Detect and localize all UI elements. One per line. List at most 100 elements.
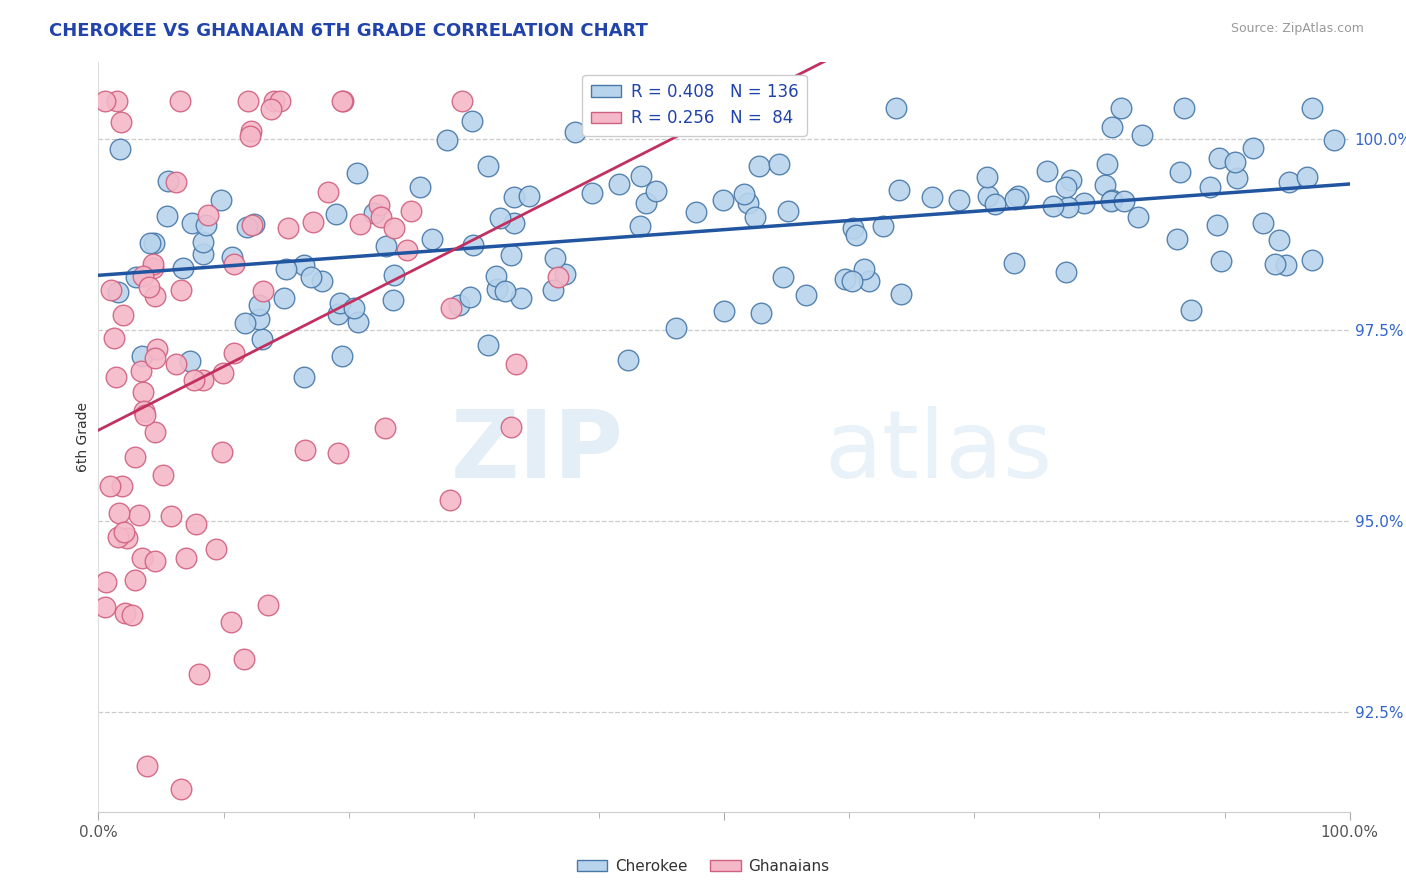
- Point: [191, 373, 214, 387]
- Point: [138, 280, 160, 294]
- Point: [128, 508, 150, 522]
- Point: [146, 342, 169, 356]
- Point: [884, 101, 907, 115]
- Point: [1114, 194, 1136, 209]
- Text: Source: ZipAtlas.com: Source: ZipAtlas.com: [1230, 22, 1364, 36]
- Point: [1166, 232, 1188, 246]
- Point: [374, 421, 396, 435]
- Point: [409, 180, 432, 194]
- Point: [1275, 258, 1298, 272]
- Point: [685, 205, 707, 219]
- Point: [98, 479, 121, 493]
- Point: [1209, 253, 1232, 268]
- Point: [170, 781, 193, 796]
- Point: [221, 615, 243, 629]
- Point: [494, 284, 516, 298]
- Point: [983, 197, 1005, 211]
- Point: [768, 157, 790, 171]
- Point: [124, 574, 146, 588]
- Text: ZIP: ZIP: [451, 406, 624, 498]
- Point: [329, 295, 352, 310]
- Point: [665, 321, 688, 335]
- Point: [1301, 101, 1323, 115]
- Point: [921, 190, 943, 204]
- Point: [486, 282, 509, 296]
- Point: [93, 600, 115, 615]
- Point: [1268, 233, 1291, 247]
- Point: [139, 236, 162, 251]
- Point: [363, 206, 385, 220]
- Point: [713, 304, 735, 318]
- Point: [630, 169, 652, 184]
- Point: [1322, 133, 1344, 147]
- Legend: Cherokee, Ghanaians: Cherokee, Ghanaians: [571, 853, 835, 880]
- Point: [447, 297, 470, 311]
- Point: [132, 269, 155, 284]
- Point: [1036, 163, 1059, 178]
- Point: [292, 369, 315, 384]
- Point: [250, 332, 273, 346]
- Point: [1109, 101, 1132, 115]
- Point: [157, 174, 180, 188]
- Point: [645, 184, 668, 198]
- Point: [243, 217, 266, 231]
- Point: [143, 554, 166, 568]
- Point: [191, 235, 214, 249]
- Point: [269, 94, 291, 108]
- Y-axis label: 6th Grade: 6th Grade: [76, 402, 90, 472]
- Point: [142, 257, 165, 271]
- Point: [370, 210, 392, 224]
- Point: [451, 94, 474, 108]
- Point: [501, 248, 523, 262]
- Point: [395, 243, 418, 257]
- Point: [858, 274, 880, 288]
- Point: [948, 194, 970, 208]
- Point: [1241, 141, 1264, 155]
- Point: [330, 349, 353, 363]
- Point: [772, 269, 794, 284]
- Point: [439, 492, 461, 507]
- Text: CHEROKEE VS GHANAIAN 6TH GRADE CORRELATION CHART: CHEROKEE VS GHANAIAN 6TH GRADE CORRELATI…: [49, 22, 648, 40]
- Point: [1199, 180, 1222, 194]
- Point: [617, 352, 640, 367]
- Point: [477, 338, 499, 352]
- Point: [221, 250, 243, 264]
- Point: [170, 283, 193, 297]
- Point: [628, 219, 651, 233]
- Point: [1054, 179, 1077, 194]
- Point: [375, 239, 398, 253]
- Point: [541, 283, 564, 297]
- Point: [136, 759, 159, 773]
- Point: [143, 425, 166, 440]
- Point: [311, 274, 333, 288]
- Point: [209, 193, 232, 207]
- Point: [382, 268, 405, 282]
- Point: [1180, 302, 1202, 317]
- Point: [132, 403, 155, 417]
- Point: [184, 517, 207, 532]
- Point: [382, 293, 405, 307]
- Point: [169, 94, 191, 108]
- Point: [1301, 252, 1323, 267]
- Point: [125, 270, 148, 285]
- Point: [211, 445, 233, 459]
- Point: [1042, 198, 1064, 212]
- Point: [240, 218, 263, 232]
- Point: [292, 258, 315, 272]
- Point: [236, 219, 259, 234]
- Point: [1226, 171, 1249, 186]
- Point: [346, 166, 368, 180]
- Legend: R = 0.408   N = 136, R = 0.256   N =  84: R = 0.408 N = 136, R = 0.256 N = 84: [582, 75, 807, 136]
- Point: [222, 257, 245, 271]
- Point: [634, 196, 657, 211]
- Point: [195, 218, 218, 232]
- Point: [111, 478, 134, 492]
- Point: [105, 370, 128, 384]
- Point: [1168, 165, 1191, 179]
- Point: [794, 287, 817, 301]
- Point: [749, 306, 772, 320]
- Point: [172, 261, 194, 276]
- Point: [976, 169, 998, 184]
- Point: [326, 446, 349, 460]
- Point: [1094, 178, 1116, 192]
